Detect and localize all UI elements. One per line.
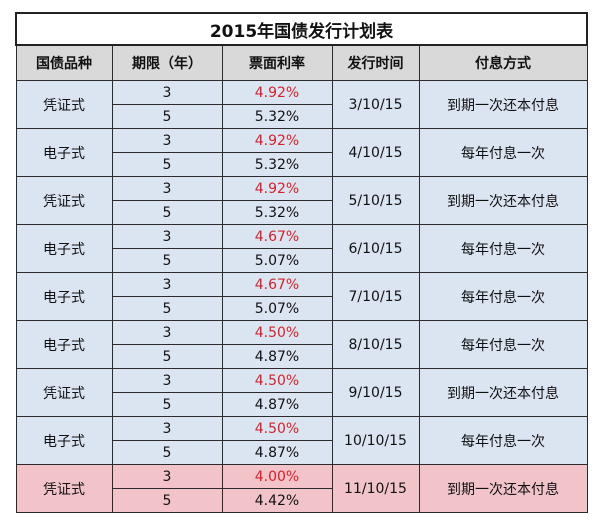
table-title: 2015年国债发行计划表 — [14, 12, 589, 46]
payment-method: 每年付息一次 — [418, 416, 588, 465]
term: 5 — [111, 488, 223, 513]
table-row: 5 5.32% — [16, 152, 587, 177]
bond-type: 电子式 — [15, 320, 113, 369]
term: 5 — [111, 200, 223, 225]
bond-schedule: 2015年国债发行计划表 国债品种 期限（年） 票面利率 发行时间 付息方式 凭… — [14, 12, 589, 513]
rate: 4.67% — [221, 224, 333, 249]
rate: 4.87% — [221, 440, 333, 465]
table-row: 5 4.87% — [16, 392, 587, 417]
rate: 4.50% — [221, 416, 333, 441]
issue-date: 8/10/15 — [331, 320, 420, 369]
header-term: 期限（年） — [111, 44, 223, 81]
bond-type: 凭证式 — [15, 464, 113, 513]
rate: 4.50% — [221, 368, 333, 393]
rate: 4.92% — [221, 128, 333, 153]
rate: 5.07% — [221, 248, 333, 273]
rate: 4.67% — [221, 272, 333, 297]
payment-method: 每年付息一次 — [418, 272, 588, 321]
rate: 4.42% — [221, 488, 333, 513]
table-row: 电子式 3 4.67% 6/10/15 每年付息一次 — [15, 224, 588, 273]
payment-method: 每年付息一次 — [418, 224, 588, 273]
payment-method: 每年付息一次 — [418, 128, 588, 177]
term: 5 — [111, 248, 223, 273]
bond-type: 凭证式 — [15, 80, 113, 129]
rate: 4.87% — [221, 392, 333, 417]
issue-date: 5/10/15 — [331, 176, 420, 225]
table-row: 凭证式 3 4.00% 11/10/15 到期一次还本付息 — [15, 464, 588, 513]
term: 5 — [111, 440, 223, 465]
term: 3 — [111, 416, 223, 441]
table-row: 5 5.32% — [16, 104, 587, 129]
rate: 4.00% — [221, 464, 333, 489]
rate: 4.92% — [221, 176, 333, 201]
payment-method: 到期一次还本付息 — [418, 464, 588, 513]
term: 5 — [111, 152, 223, 177]
rate: 5.07% — [221, 296, 333, 321]
issue-date: 9/10/15 — [331, 368, 420, 417]
table-row: 5 4.87% — [16, 440, 587, 465]
payment-method: 到期一次还本付息 — [418, 368, 588, 417]
term: 3 — [111, 272, 223, 297]
term: 3 — [111, 368, 223, 393]
table-row: 电子式 3 4.50% 10/10/15 每年付息一次 — [15, 416, 588, 465]
rate: 5.32% — [221, 200, 333, 225]
term: 5 — [111, 104, 223, 129]
issue-date: 10/10/15 — [331, 416, 420, 465]
term: 3 — [111, 176, 223, 201]
payment-method: 每年付息一次 — [418, 320, 588, 369]
payment-method: 到期一次还本付息 — [418, 176, 588, 225]
term: 3 — [111, 464, 223, 489]
table-row: 电子式 3 4.67% 7/10/15 每年付息一次 — [15, 272, 588, 321]
header-payment: 付息方式 — [418, 44, 588, 81]
table-row: 凭证式 3 4.92% 3/10/15 到期一次还本付息 — [15, 80, 588, 129]
bond-type: 凭证式 — [15, 368, 113, 417]
issue-date: 11/10/15 — [331, 464, 420, 513]
header-date: 发行时间 — [331, 44, 420, 81]
term: 5 — [111, 344, 223, 369]
issue-date: 4/10/15 — [331, 128, 420, 177]
term: 5 — [111, 296, 223, 321]
payment-method: 到期一次还本付息 — [418, 80, 588, 129]
term: 3 — [111, 224, 223, 249]
table-row: 电子式 3 4.50% 8/10/15 每年付息一次 — [15, 320, 588, 369]
issue-date: 6/10/15 — [331, 224, 420, 273]
term: 3 — [111, 128, 223, 153]
term: 5 — [111, 392, 223, 417]
issue-date: 7/10/15 — [331, 272, 420, 321]
rate: 4.50% — [221, 320, 333, 345]
term: 3 — [111, 320, 223, 345]
table-row: 5 5.07% — [16, 248, 587, 273]
bond-table: 2015年国债发行计划表 国债品种 期限（年） 票面利率 发行时间 付息方式 凭… — [14, 12, 589, 513]
bond-type: 电子式 — [15, 224, 113, 273]
table-row: 电子式 3 4.92% 4/10/15 每年付息一次 — [15, 128, 588, 177]
rate: 4.87% — [221, 344, 333, 369]
header-type: 国债品种 — [15, 44, 113, 81]
table-row: 5 5.07% — [16, 296, 587, 321]
table-row: 凭证式 3 4.92% 5/10/15 到期一次还本付息 — [15, 176, 588, 225]
bond-type: 电子式 — [15, 128, 113, 177]
rate: 5.32% — [221, 152, 333, 177]
bond-type: 电子式 — [15, 416, 113, 465]
bond-type: 凭证式 — [15, 176, 113, 225]
term: 3 — [111, 80, 223, 105]
rate: 5.32% — [221, 104, 333, 129]
table-row: 5 4.42% — [16, 488, 587, 513]
rate: 4.92% — [221, 80, 333, 105]
header-row: 国债品种 期限（年） 票面利率 发行时间 付息方式 — [15, 44, 588, 81]
header-rate: 票面利率 — [221, 44, 333, 81]
bond-type: 电子式 — [15, 272, 113, 321]
table-row: 凭证式 3 4.50% 9/10/15 到期一次还本付息 — [15, 368, 588, 417]
issue-date: 3/10/15 — [331, 80, 420, 129]
